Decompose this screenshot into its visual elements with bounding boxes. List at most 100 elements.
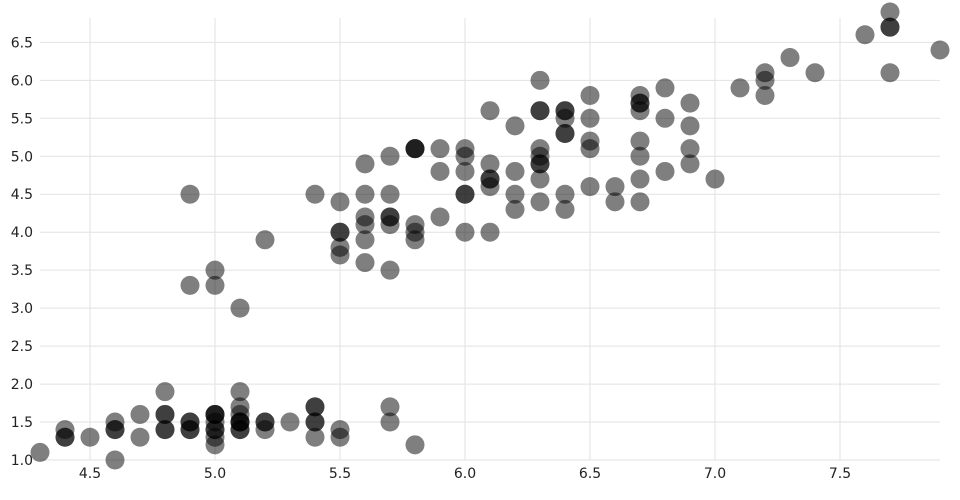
data-point (455, 161, 475, 181)
data-point (530, 101, 550, 121)
data-point (880, 17, 900, 37)
data-point (355, 253, 375, 273)
y-tick-label: 5.0 (11, 149, 33, 165)
x-tick-label: 5.5 (329, 466, 351, 482)
data-point (655, 108, 675, 128)
data-point (230, 298, 250, 318)
data-point (880, 63, 900, 83)
x-tick-label: 6.0 (454, 466, 476, 482)
data-point (680, 139, 700, 159)
data-point (855, 25, 875, 45)
data-point (380, 397, 400, 417)
x-tick-label: 7.0 (704, 466, 726, 482)
data-point (380, 215, 400, 235)
y-tick-label: 3.5 (11, 263, 33, 279)
data-point (255, 412, 275, 432)
data-point (180, 420, 200, 440)
data-point (530, 70, 550, 90)
data-point (505, 116, 525, 136)
data-point (680, 93, 700, 113)
data-point (480, 154, 500, 174)
data-point (655, 161, 675, 181)
data-point (330, 222, 350, 242)
y-tick-label: 3.0 (11, 301, 33, 317)
data-point (205, 260, 225, 280)
y-tick-label: 4.5 (11, 187, 33, 203)
data-point (880, 2, 900, 22)
data-point (205, 404, 225, 424)
data-point (805, 63, 825, 83)
data-point (105, 420, 125, 440)
y-axis-tick-labels: 1.0 1.5 2.0 2.5 3.0 3.5 4.0 4.5 5.0 5.5 6.0 6.5 (11, 35, 33, 469)
data-point (730, 78, 750, 98)
y-tick-label: 1.0 (11, 453, 33, 469)
data-point (555, 123, 575, 143)
data-point (630, 192, 650, 212)
data-point (155, 404, 175, 424)
data-point (605, 177, 625, 197)
data-point (305, 427, 325, 447)
x-tick-label: 5.0 (204, 466, 226, 482)
data-point (180, 275, 200, 295)
x-tick-label: 6.5 (579, 466, 601, 482)
data-point (380, 412, 400, 432)
data-point (480, 222, 500, 242)
data-point (630, 131, 650, 151)
data-point (580, 86, 600, 106)
data-point (355, 230, 375, 250)
y-tick-label: 6.5 (11, 35, 33, 51)
data-point (430, 161, 450, 181)
y-tick-label: 2.0 (11, 377, 33, 393)
data-point (580, 177, 600, 197)
data-point (280, 412, 300, 432)
data-point (130, 427, 150, 447)
data-point (130, 404, 150, 424)
data-point (230, 404, 250, 424)
data-point (480, 101, 500, 121)
data-point (780, 48, 800, 68)
data-point (305, 397, 325, 417)
data-point (505, 161, 525, 181)
data-point (355, 207, 375, 227)
data-point (530, 192, 550, 212)
data-point (405, 435, 425, 455)
data-point (355, 184, 375, 204)
data-point (355, 154, 375, 174)
data-point (430, 139, 450, 159)
data-point (455, 184, 475, 204)
data-point (155, 420, 175, 440)
data-point (630, 146, 650, 166)
x-tick-label: 7.5 (829, 466, 851, 482)
x-axis-tick-labels: 4.5 5.0 5.5 6.0 6.5 7.0 7.5 (79, 466, 851, 482)
data-point (330, 192, 350, 212)
data-points (30, 2, 950, 470)
data-point (305, 412, 325, 432)
data-point (330, 427, 350, 447)
data-point (530, 146, 550, 166)
data-point (205, 275, 225, 295)
data-point (580, 131, 600, 151)
data-point (480, 177, 500, 197)
data-point (80, 427, 100, 447)
data-point (655, 78, 675, 98)
data-point (455, 222, 475, 242)
data-point (755, 70, 775, 90)
data-point (430, 207, 450, 227)
data-point (680, 154, 700, 174)
data-point (405, 139, 425, 159)
data-point (555, 199, 575, 219)
data-point (305, 184, 325, 204)
data-point (205, 420, 225, 440)
data-point (330, 245, 350, 265)
data-point (105, 450, 125, 470)
y-tick-label: 6.0 (11, 73, 33, 89)
data-point (505, 199, 525, 219)
data-point (455, 146, 475, 166)
data-point (405, 222, 425, 242)
data-point (630, 169, 650, 189)
data-point (680, 116, 700, 136)
x-tick-label: 4.5 (79, 466, 101, 482)
data-point (230, 382, 250, 402)
data-point (930, 40, 950, 60)
data-point (755, 86, 775, 106)
